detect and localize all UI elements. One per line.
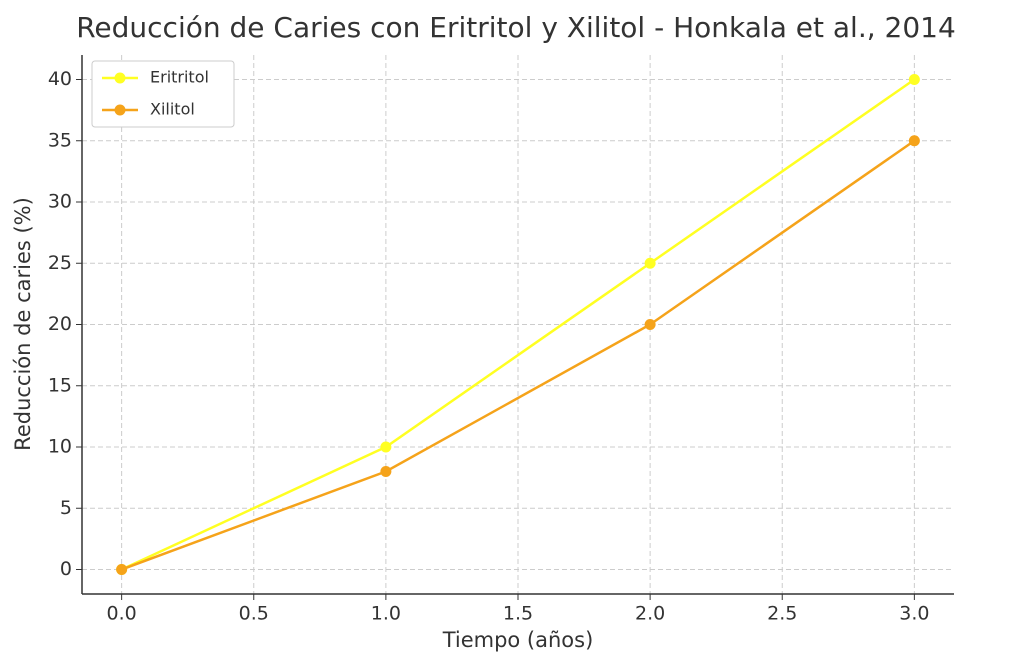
legend-marker [114,104,126,116]
y-axis-label: Reducción de caries (%) [11,197,35,451]
series-line [121,78,916,571]
legend-label: Eritritol [150,68,209,87]
x-tick-label: 2.5 [767,603,797,625]
x-tick-label: 1.5 [503,603,533,625]
data-point [380,466,392,477]
x-tick-label: 2.0 [635,603,665,625]
y-tick-label: 25 [48,252,72,274]
x-tick-label: 0.0 [107,603,137,625]
x-tick-label: 1.0 [371,603,401,625]
data-point [380,441,392,453]
chart-title: Reducción de Caries con Eritritol y Xili… [76,11,956,44]
y-tick-label: 0 [60,558,72,580]
y-tick-label: 20 [48,313,72,335]
data-point [908,74,920,85]
x-axis-label: Tiempo (años) [442,628,594,652]
x-tick-label: 0.5 [239,603,269,625]
legend-label: Xilitol [150,100,195,119]
legend-marker [114,72,126,84]
data-point [116,564,128,575]
data-point [908,135,920,147]
y-tick-label: 40 [48,68,72,90]
y-tick-label: 35 [48,129,72,151]
y-tick-label: 5 [60,497,72,519]
y-tick-label: 15 [48,374,72,396]
y-tick-label: 10 [48,436,72,458]
data-point [644,257,656,269]
y-tick-label: 30 [48,191,72,213]
series-line [121,139,916,571]
x-tick-label: 3.0 [899,603,929,625]
data-point [644,319,656,330]
